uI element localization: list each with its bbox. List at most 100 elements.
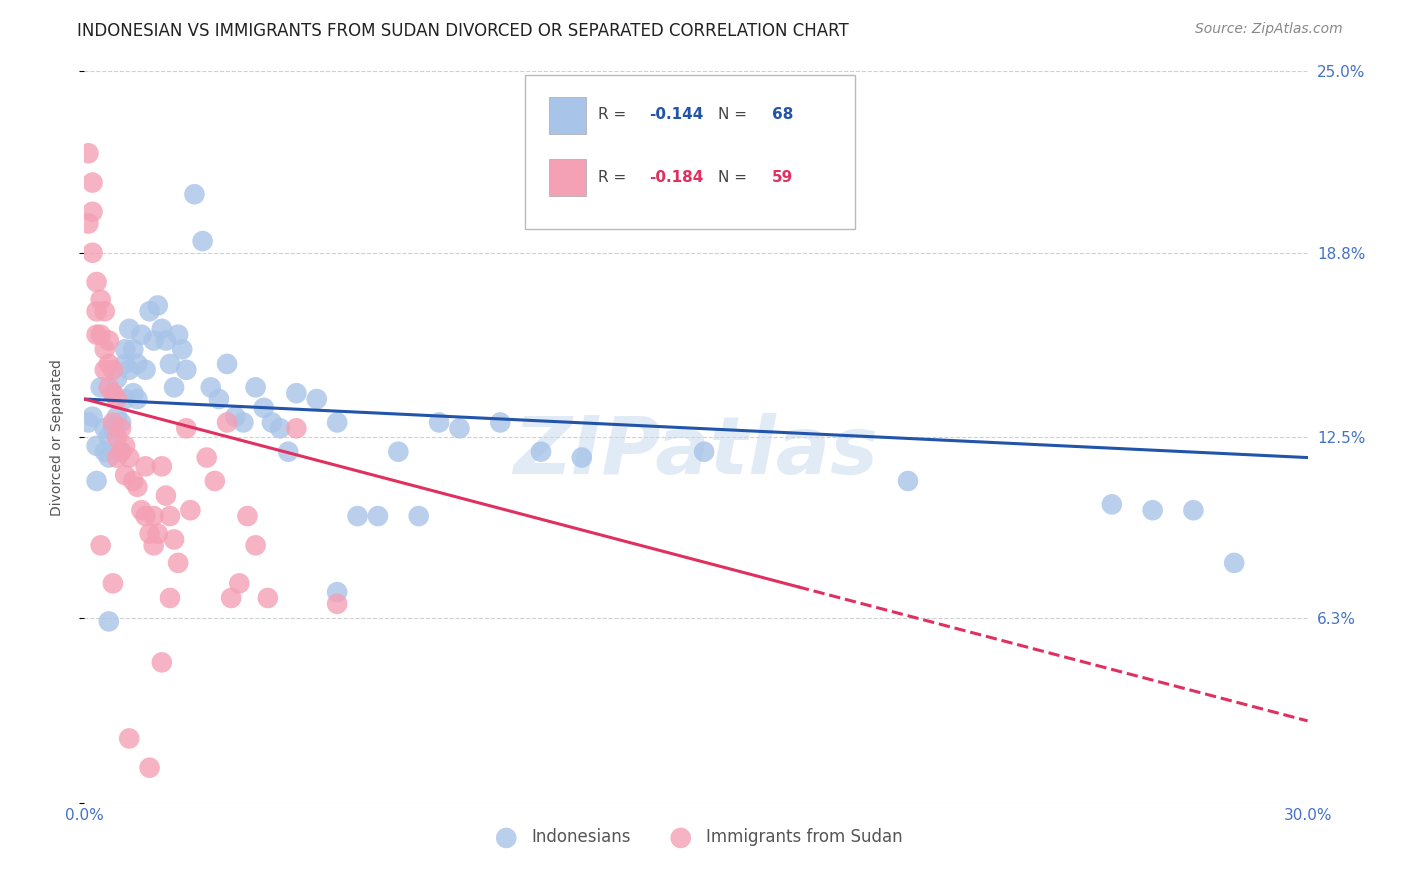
Point [105,371,128,385]
Point [101,576,124,591]
Point [90,293,112,307]
Point [1182,503,1205,517]
Point [86,275,108,289]
Point [236,509,259,524]
Point [146,298,169,312]
Point [101,386,124,401]
Y-axis label: Divorced or Separated: Divorced or Separated [49,359,63,516]
Point [150,459,173,474]
Point [77,217,100,231]
Point [118,363,141,377]
Point [105,430,128,444]
Point [142,334,165,348]
Point [101,386,124,401]
Point [277,444,299,458]
Point [326,416,349,430]
Legend: Indonesians, Immigrants from Sudan: Indonesians, Immigrants from Sudan [482,822,910,853]
Point [138,304,160,318]
Point [1142,503,1164,517]
Point [1223,556,1246,570]
Point [135,509,157,524]
Point [142,509,165,524]
Text: R =: R = [598,107,631,122]
Point [97,430,120,444]
Point [159,509,181,524]
Text: 59: 59 [772,169,793,185]
Point [159,591,181,605]
Point [260,416,283,430]
Point [219,591,242,605]
Point [82,409,104,424]
Point [97,450,120,465]
Point [155,334,177,348]
Point [245,538,267,552]
Point [155,489,177,503]
Point [93,421,115,435]
Point [1101,497,1123,511]
Point [897,474,920,488]
Point [245,380,267,394]
Point [114,343,136,357]
Point [77,146,100,161]
Point [86,474,108,488]
Point [97,615,120,629]
Text: ZIPatlas: ZIPatlas [513,413,879,491]
Point [253,401,276,415]
Point [90,380,112,394]
Point [174,363,197,377]
Text: 68: 68 [772,107,793,122]
Point [387,444,409,458]
Point [131,327,153,342]
Point [101,421,124,435]
Point [204,474,226,488]
Point [285,421,308,435]
Point [86,439,108,453]
Point [163,380,186,394]
Point [97,334,120,348]
Point [257,591,280,605]
Point [159,357,181,371]
Point [138,526,160,541]
Point [114,468,136,483]
Point [305,392,328,406]
Point [228,576,250,591]
Point [142,538,165,552]
Point [367,509,389,524]
Point [217,416,239,430]
Point [693,444,716,458]
Point [269,421,291,435]
Point [127,392,149,406]
Text: N =: N = [718,169,752,185]
Point [105,450,128,465]
Text: R =: R = [598,169,631,185]
Point [326,585,349,599]
Point [118,322,141,336]
Point [122,386,145,401]
Point [97,357,120,371]
Point [118,731,141,746]
Point [135,363,157,377]
Point [232,416,254,430]
Point [530,444,553,458]
Point [97,380,120,394]
Point [326,597,349,611]
Point [163,533,186,547]
Point [114,357,136,371]
Point [90,327,112,342]
Point [114,392,136,406]
Point [93,343,115,357]
Point [110,444,132,458]
Text: N =: N = [718,107,752,122]
Point [86,327,108,342]
Point [127,480,149,494]
Text: Source: ZipAtlas.com: Source: ZipAtlas.com [1195,22,1343,37]
Point [174,421,197,435]
Point [118,450,141,465]
Point [150,656,173,670]
Point [191,234,214,248]
Point [285,386,308,401]
Point [86,304,108,318]
Point [122,474,145,488]
Point [110,416,132,430]
Point [93,363,115,377]
